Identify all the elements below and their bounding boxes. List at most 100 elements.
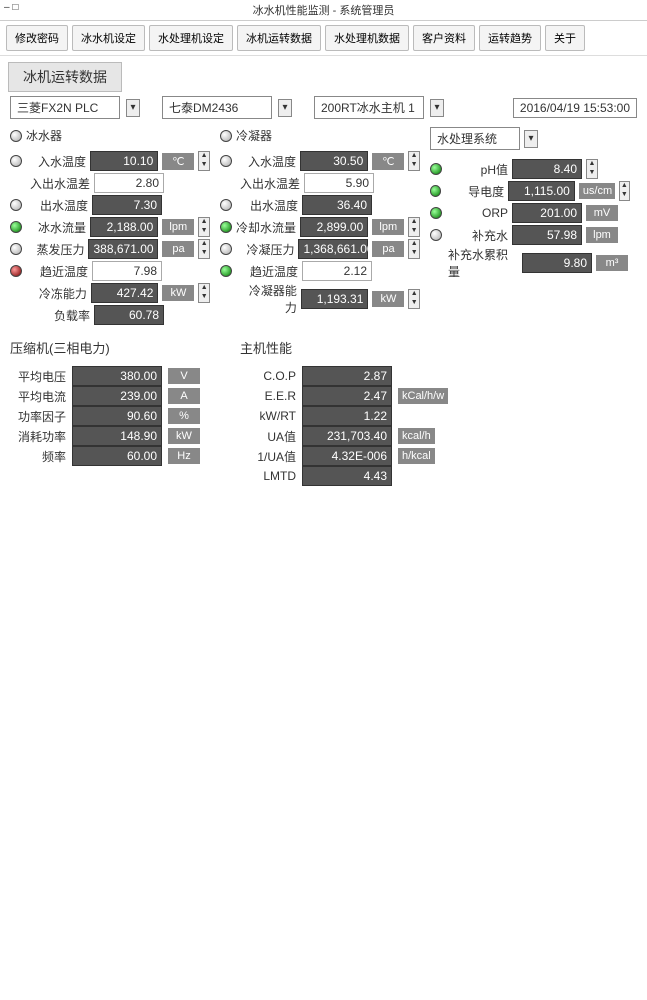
reading-row: 蒸发压力388,671.00pa▲▼ [10,238,210,260]
menu-change-password[interactable]: 修改密码 [6,25,68,51]
metric-label: UA值 [240,428,296,445]
reading-label: 趋近温度 [26,263,88,280]
reading-label: 补充水 [446,227,508,244]
evaporator-title: 冰水器 [26,127,62,144]
menu-trends[interactable]: 运转趋势 [479,25,541,51]
meter-select[interactable]: 七泰DM2436 [162,96,272,119]
reading-row: 补充水累积量9.80m³ [430,246,630,280]
metric-unit: kcal/h [398,428,435,444]
reading-value: 427.42 [91,283,159,303]
reading-label: 入水温度 [26,153,86,170]
reading-row: 补充水57.98lpm [430,224,630,246]
metric-row: UA值 231,703.40 kcal/h [240,426,448,446]
reading-value: 8.40 [512,159,582,179]
window-title: 冰水机性能监测 - 系统管理员 [253,5,395,17]
reading-row: 冷凝压力1,368,661.00pa▲▼ [220,238,420,260]
metric-row: 频率60.00Hz [10,446,200,466]
menu-chiller-data[interactable]: 冰机运转数据 [237,25,321,51]
reading-value: 10.10 [90,151,158,171]
metric-unit: Hz [168,448,200,464]
status-led-icon [220,155,232,167]
reading-label: pH值 [446,161,508,178]
status-led-icon [10,155,22,167]
reading-label: 导电度 [445,183,504,200]
metric-value: 60.00 [72,446,162,466]
reading-label: 补充水累积量 [448,246,518,280]
spinner-icon[interactable]: ▲▼ [198,217,210,237]
chevron-down-icon[interactable]: ▾ [278,99,292,117]
reading-label: ORP [446,206,508,220]
chiller-select[interactable]: 200RT冰水主机 1 [314,96,424,119]
timestamp: 2016/04/19 15:53:00 [513,98,637,118]
metric-label: C.O.P [240,369,296,383]
spinner-icon[interactable]: ▲▼ [198,151,210,171]
menu-water-settings[interactable]: 水处理机设定 [149,25,233,51]
metric-row: 平均电压380.00V [10,366,200,386]
reading-row: 导电度1,115.00us/cm▲▼ [430,180,630,202]
reading-unit: pa [372,241,404,257]
reading-label: 入水温度 [236,153,296,170]
status-led-icon [430,163,442,175]
menu-about[interactable]: 关于 [545,25,585,51]
plc-select[interactable]: 三菱FX2N PLC [10,96,120,119]
reading-label: 冷凝器能力 [237,282,296,316]
metric-label: 功率因子 [10,408,66,425]
reading-row: 入水温度30.50℃▲▼ [220,150,420,172]
menu-chiller-settings[interactable]: 冰水机设定 [72,25,145,51]
metric-row: kW/RT1.22 [240,406,448,426]
restore-icon[interactable]: □ [12,2,18,13]
spinner-icon[interactable]: ▲▼ [586,159,598,179]
reading-unit: ℃ [372,153,404,170]
compressor-panel: 压缩机(三相电力) 平均电压380.00V平均电流239.00A功率因子90.6… [10,338,200,486]
metric-unit: h/kcal [398,448,435,464]
reading-unit: kW [162,285,194,301]
menu-bar: 修改密码 冰水机设定 水处理机设定 冰机运转数据 水处理机数据 客户资料 运转趋… [0,21,647,56]
reading-label: 入出水温差 [238,175,300,192]
spinner-icon[interactable]: ▲▼ [408,239,420,259]
water-system-select[interactable]: 水处理系统 [430,127,520,150]
condenser-title: 冷凝器 [236,127,272,144]
metric-value: 4.32E-006 [302,446,392,466]
metric-row: 消耗功率148.90kW [10,426,200,446]
reading-unit: kW [372,291,404,307]
status-led-icon [10,243,22,255]
reading-row: 出水温度7.30 [10,194,210,216]
reading-value: 7.98 [92,261,162,281]
metric-value: 148.90 [72,426,162,446]
spinner-icon[interactable]: ▲▼ [619,181,630,201]
water-treatment-panel: 水处理系统 ▾ pH值8.40▲▼导电度1,115.00us/cm▲▼ORP20… [430,123,630,326]
reading-unit: m³ [596,255,628,271]
status-led-icon [10,265,22,277]
metric-label: E.E.R [240,389,296,403]
status-led-icon [430,185,441,197]
menu-customer-info[interactable]: 客户资料 [413,25,475,51]
menu-water-data[interactable]: 水处理机数据 [325,25,409,51]
metric-value: 2.87 [302,366,392,386]
reading-label: 冷却水流量 [236,219,296,236]
reading-row: 入水温度10.10℃▲▼ [10,150,210,172]
chevron-down-icon[interactable]: ▾ [524,130,538,148]
reading-value: 201.00 [512,203,582,223]
reading-value: 5.90 [304,173,374,193]
spinner-icon[interactable]: ▲▼ [198,239,210,259]
chevron-down-icon[interactable]: ▾ [430,99,444,117]
performance-panel: 主机性能 C.O.P2.87E.E.R2.47kCal/h/wkW/RT1.22… [240,338,448,486]
reading-unit: pa [162,241,194,257]
reading-value: 2,899.00 [300,217,368,237]
chevron-down-icon[interactable]: ▾ [126,99,140,117]
metric-value: 1.22 [302,406,392,426]
metric-value: 231,703.40 [302,426,392,446]
spinner-icon[interactable]: ▲▼ [198,283,210,303]
spinner-icon[interactable]: ▲▼ [408,289,420,309]
metric-label: 平均电压 [10,368,66,385]
metric-value: 4.43 [302,466,392,486]
spinner-icon[interactable]: ▲▼ [408,217,420,237]
spinner-icon[interactable]: ▲▼ [408,151,420,171]
window-controls[interactable]: – □ [4,2,18,13]
reading-label: 出水温度 [26,197,88,214]
minimize-icon[interactable]: – [4,2,10,13]
reading-label: 冷冻能力 [27,285,86,302]
section-title: 冰机运转数据 [8,62,122,92]
metric-label: LMTD [240,469,296,483]
reading-row: 冷凝器能力1,193.31kW▲▼ [220,282,420,316]
